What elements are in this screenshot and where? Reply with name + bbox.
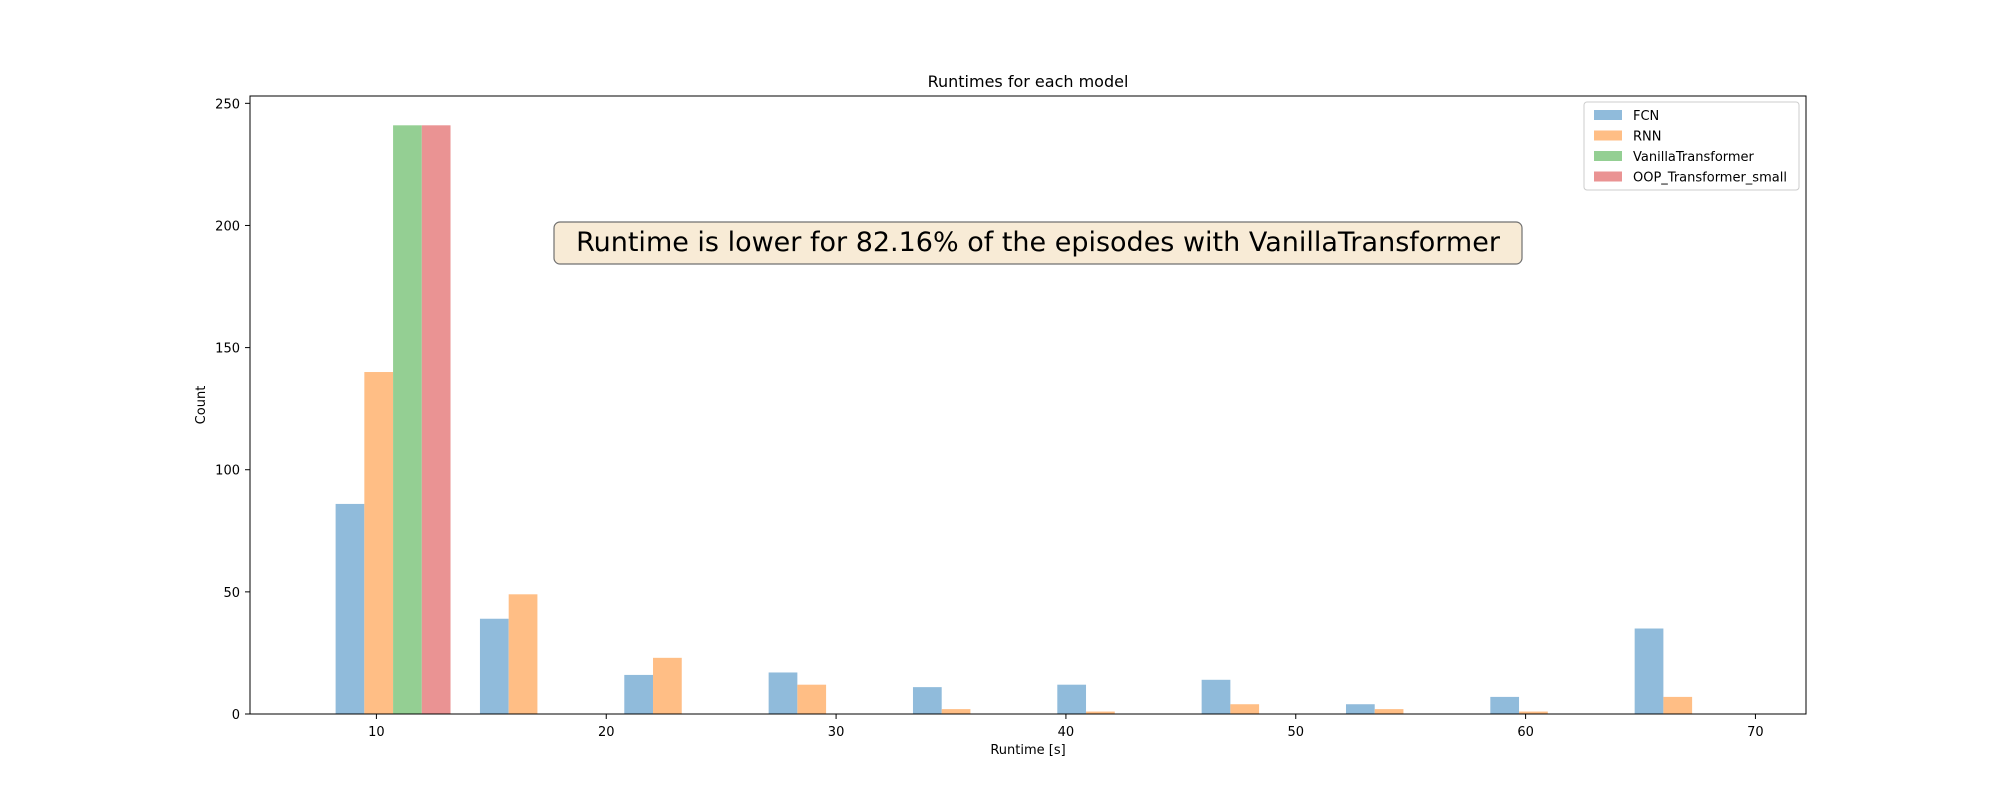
bar-fcn-4 (912, 687, 942, 714)
x-tick-label: 20 (598, 725, 615, 740)
legend-label: RNN (1633, 130, 1661, 145)
annotation-background (553, 221, 1523, 265)
annotation-text: Runtime is lower for 82.16% of the episo… (576, 227, 1501, 258)
y-tick-label: 150 (215, 342, 240, 357)
bar-rnn-4 (941, 709, 971, 714)
bar-rnn-1 (508, 594, 538, 714)
legend-label: FCN (1633, 109, 1659, 124)
x-tick-label: 10 (368, 725, 385, 740)
x-axis-label: Runtime [s] (990, 743, 1065, 758)
legend-label: OOP_Transformer_small (1633, 171, 1787, 186)
bar-fcn-0 (335, 503, 365, 714)
bar-fcn-9 (1634, 628, 1664, 714)
bar-oop-transformer-small-0 (421, 125, 451, 714)
bar-rnn-3 (797, 684, 827, 714)
y-tick-label: 100 (215, 464, 240, 479)
legend-swatch (1594, 171, 1622, 182)
x-tick-label: 60 (1517, 725, 1534, 740)
y-axis-label: Count (194, 386, 209, 425)
bar-fcn-7 (1345, 704, 1375, 714)
plot-frame (249, 95, 1807, 715)
chart-title: Runtimes for each model (928, 72, 1129, 91)
bar-rnn-0 (364, 372, 394, 714)
y-tick-label: 0 (232, 708, 240, 723)
bar-fcn-6 (1201, 679, 1231, 714)
y-tick-label: 200 (215, 219, 240, 234)
legend-label: VanillaTransformer (1633, 150, 1755, 165)
x-tick-label: 70 (1747, 725, 1764, 740)
bar-rnn-2 (653, 657, 682, 714)
legend-frame (1583, 101, 1800, 191)
x-tick-label: 30 (828, 725, 845, 740)
y-tick-label: 50 (223, 586, 240, 601)
bar-rnn-6 (1230, 704, 1260, 714)
bars-layer (335, 125, 1693, 714)
bar-rnn-8 (1519, 711, 1548, 714)
bar-fcn-8 (1490, 696, 1520, 714)
legend-swatch (1594, 151, 1622, 161)
x-tick-label: 40 (1058, 725, 1075, 740)
bar-rnn-7 (1374, 709, 1404, 714)
bar-fcn-3 (768, 672, 798, 714)
legend-swatch (1594, 110, 1622, 120)
y-tick-label: 250 (215, 97, 240, 112)
legend: FCN RNN VanillaTransformer OOP_Transformer_… (1583, 101, 1800, 191)
x-tick-label: 50 (1287, 725, 1304, 740)
bar-vanillatransformer-0 (393, 125, 422, 714)
bar-fcn-2 (624, 674, 654, 714)
bar-rnn-9 (1663, 696, 1693, 714)
bar-fcn-5 (1057, 684, 1087, 714)
legend-items: FCN RNN VanillaTransformer OOP_Transformer_… (1594, 109, 1787, 186)
annotation-box: Runtime is lower for 82.16% of the episo… (553, 221, 1523, 265)
legend-swatch (1594, 130, 1622, 141)
bar-rnn-5 (1086, 711, 1115, 714)
ticks-layer: 10 20 30 40 50 60 70 0 50 100 150 200 250 (215, 97, 1764, 740)
bar-fcn-1 (479, 618, 509, 714)
